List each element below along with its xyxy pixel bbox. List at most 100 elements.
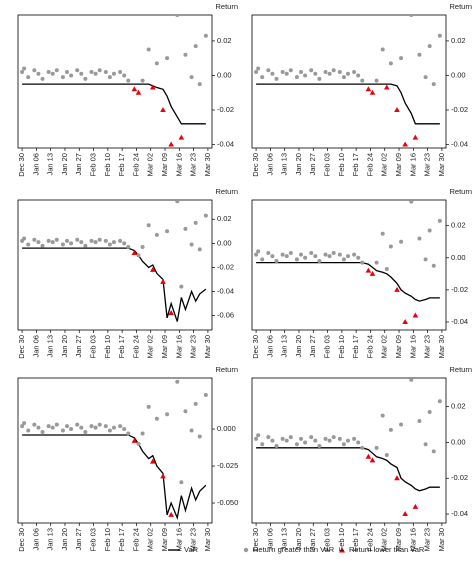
return-point xyxy=(89,238,94,243)
x-tick-label: Feb 17 xyxy=(117,153,126,176)
return-point xyxy=(384,267,389,272)
return-point xyxy=(193,44,198,49)
x-tick-label: Feb 03 xyxy=(323,528,332,551)
return-point xyxy=(380,47,385,52)
return-point xyxy=(183,409,188,414)
y-tick-label: 0.00 xyxy=(451,253,466,262)
return-point xyxy=(175,15,180,17)
return-point xyxy=(50,71,55,76)
return-point xyxy=(32,422,37,427)
plot-area xyxy=(20,15,208,147)
return-point xyxy=(193,401,198,406)
return-point xyxy=(313,438,318,443)
return-point xyxy=(331,250,336,255)
exceedance-point xyxy=(402,141,408,147)
return-point xyxy=(197,247,202,252)
return-point xyxy=(270,71,275,76)
x-tick-label: Feb 24 xyxy=(131,153,140,176)
return-point xyxy=(140,78,145,83)
return-point xyxy=(284,254,289,259)
y-tick-label: 0.02 xyxy=(451,402,466,411)
x-tick-label: Mar 09 xyxy=(394,335,403,358)
return-point xyxy=(136,441,141,446)
return-point xyxy=(20,424,25,429)
y-tick-label: -0.04 xyxy=(451,509,468,518)
return-point xyxy=(323,252,328,257)
legend-label: Return greater than VaR xyxy=(253,545,335,554)
return-point xyxy=(399,56,404,61)
plot-frame xyxy=(17,377,213,524)
return-point xyxy=(126,78,131,83)
return-point xyxy=(427,410,432,415)
x-tick-label: Mar 30 xyxy=(203,335,212,358)
y-tick-label: 0.00 xyxy=(451,437,466,446)
x-tick-label: Jan 27 xyxy=(308,153,317,176)
x-tick-label: Mar 16 xyxy=(174,335,183,358)
return-point xyxy=(280,252,285,257)
return-point xyxy=(36,71,41,76)
y-tick-label: -0.04 xyxy=(217,286,234,295)
return-point xyxy=(97,422,102,427)
return-point xyxy=(75,237,80,242)
exceedance-point xyxy=(149,266,156,272)
return-point xyxy=(427,228,432,233)
x-tick-label: Jan 20 xyxy=(294,153,303,176)
exceedance-point xyxy=(131,86,138,92)
x-tick-label: Mar 09 xyxy=(160,528,169,551)
x-tick-label: Feb 10 xyxy=(337,153,346,176)
return-point xyxy=(118,424,123,429)
return-point xyxy=(374,445,379,450)
exceedance-point xyxy=(135,89,142,95)
return-point xyxy=(46,70,51,74)
return-point xyxy=(388,61,393,66)
return-point xyxy=(46,424,51,429)
x-tick-label: Jan 27 xyxy=(308,335,317,358)
y-tick-label: -0.050 xyxy=(217,498,238,507)
return-point xyxy=(345,254,350,259)
exceedance-point xyxy=(383,84,390,90)
return-point xyxy=(60,75,65,80)
return-point xyxy=(111,425,116,430)
x-tick-label: Dec 30 xyxy=(251,335,260,359)
return-point xyxy=(40,243,45,248)
return-point xyxy=(256,249,261,254)
return-point xyxy=(154,61,159,66)
return-point xyxy=(288,250,293,255)
var-line xyxy=(256,261,440,302)
return-point xyxy=(260,75,265,80)
return-point xyxy=(299,70,304,74)
return-point xyxy=(360,78,365,83)
y-tick-label: -0.02 xyxy=(217,262,234,271)
y-axis-label: Return xyxy=(215,365,238,374)
plot-frame xyxy=(17,199,213,331)
x-tick-label: Mar 30 xyxy=(203,528,212,551)
return-point xyxy=(111,71,116,76)
x-tick-label: Mar 02 xyxy=(146,335,155,358)
return-point xyxy=(254,70,259,74)
y-tick-label: -0.04 xyxy=(451,317,468,326)
return-point xyxy=(103,238,108,243)
return-point xyxy=(327,71,332,76)
return-point xyxy=(356,255,361,260)
return-point xyxy=(165,56,170,61)
x-tick-label: Feb 10 xyxy=(103,528,112,551)
exceedance-point xyxy=(402,318,408,324)
x-tick-label: Dec 30 xyxy=(251,153,260,177)
return-point xyxy=(288,68,293,73)
return-point xyxy=(103,424,108,429)
return-point xyxy=(189,242,194,247)
return-point xyxy=(380,231,385,236)
exceedance-point xyxy=(394,107,400,112)
var-line xyxy=(22,434,207,521)
x-tick-label: Mar 09 xyxy=(160,335,169,358)
return-point xyxy=(431,82,436,87)
return-point xyxy=(140,431,145,436)
var-line xyxy=(22,83,206,125)
return-point xyxy=(93,240,98,245)
return-point xyxy=(266,68,271,73)
y-axis-label: Return xyxy=(215,187,238,196)
x-tick-label: Jan 20 xyxy=(294,528,303,551)
x-tick-label: Feb 17 xyxy=(351,528,360,551)
return-point xyxy=(107,428,112,433)
